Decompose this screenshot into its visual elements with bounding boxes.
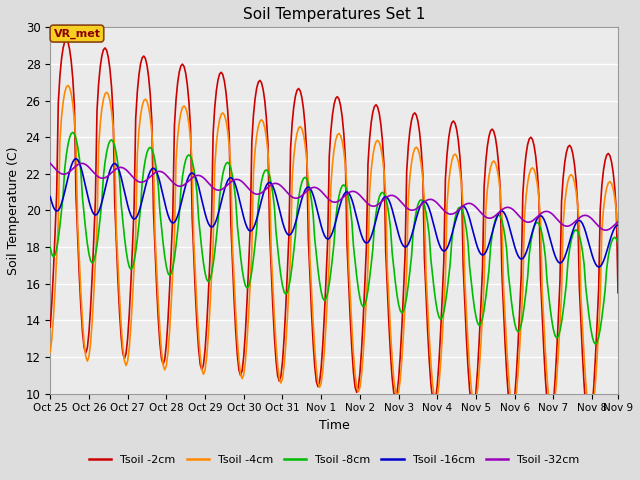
- Title: Soil Temperatures Set 1: Soil Temperatures Set 1: [243, 7, 426, 22]
- X-axis label: Time: Time: [319, 419, 349, 432]
- Y-axis label: Soil Temperature (C): Soil Temperature (C): [7, 146, 20, 275]
- Text: VR_met: VR_met: [54, 28, 100, 39]
- Legend: Tsoil -2cm, Tsoil -4cm, Tsoil -8cm, Tsoil -16cm, Tsoil -32cm: Tsoil -2cm, Tsoil -4cm, Tsoil -8cm, Tsoi…: [84, 450, 584, 469]
